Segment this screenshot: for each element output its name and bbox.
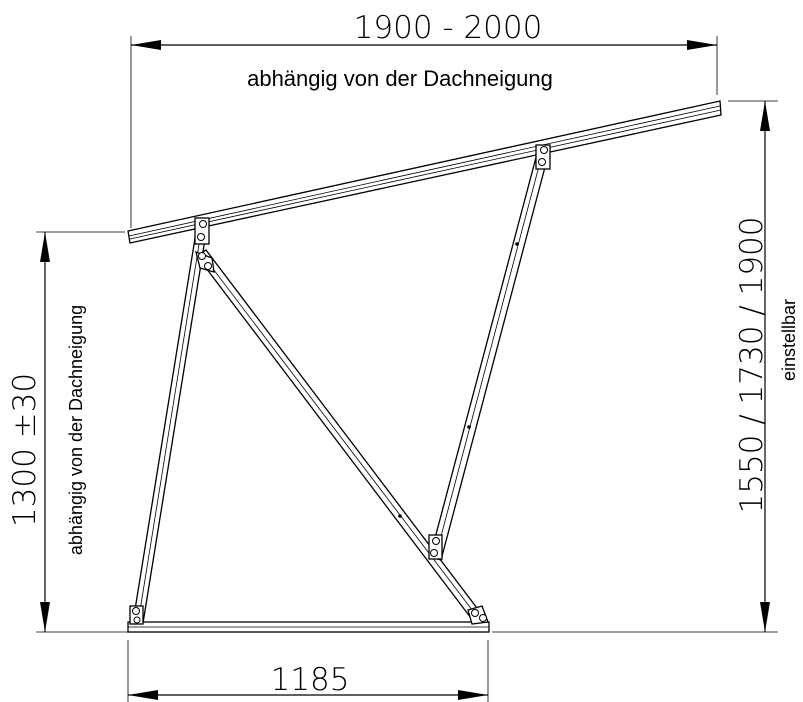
- base-width-label: 1185: [271, 662, 350, 698]
- right-height-label: 1550 / 1730 / 1900: [734, 217, 770, 514]
- left-height-note: abhängig von der Dachneigung: [66, 305, 86, 555]
- diagonal-brace: [196, 249, 487, 627]
- rear-leg: [429, 149, 550, 561]
- frame: [127, 100, 722, 633]
- right-height-note: einstellbar: [779, 299, 799, 381]
- top-width-dimension: 1900 - 2000 abhängig von der Dachneigung: [131, 10, 717, 91]
- top-width-label: 1900 - 2000: [354, 10, 543, 46]
- top-width-note: abhängig von der Dachneigung: [247, 66, 553, 91]
- base-rail: [127, 621, 490, 633]
- extension-lines: [36, 36, 778, 702]
- left-height-label: 1300 ±30: [7, 373, 43, 527]
- pins: [132, 146, 548, 624]
- front-leg: [132, 225, 208, 624]
- right-height-dimension: 1550 / 1730 / 1900 einstellbar: [734, 101, 799, 632]
- top-rail: [127, 100, 722, 244]
- base-width-dimension: 1185: [128, 662, 488, 700]
- left-height-dimension: 1300 ±30 abhängig von der Dachneigung: [7, 232, 86, 632]
